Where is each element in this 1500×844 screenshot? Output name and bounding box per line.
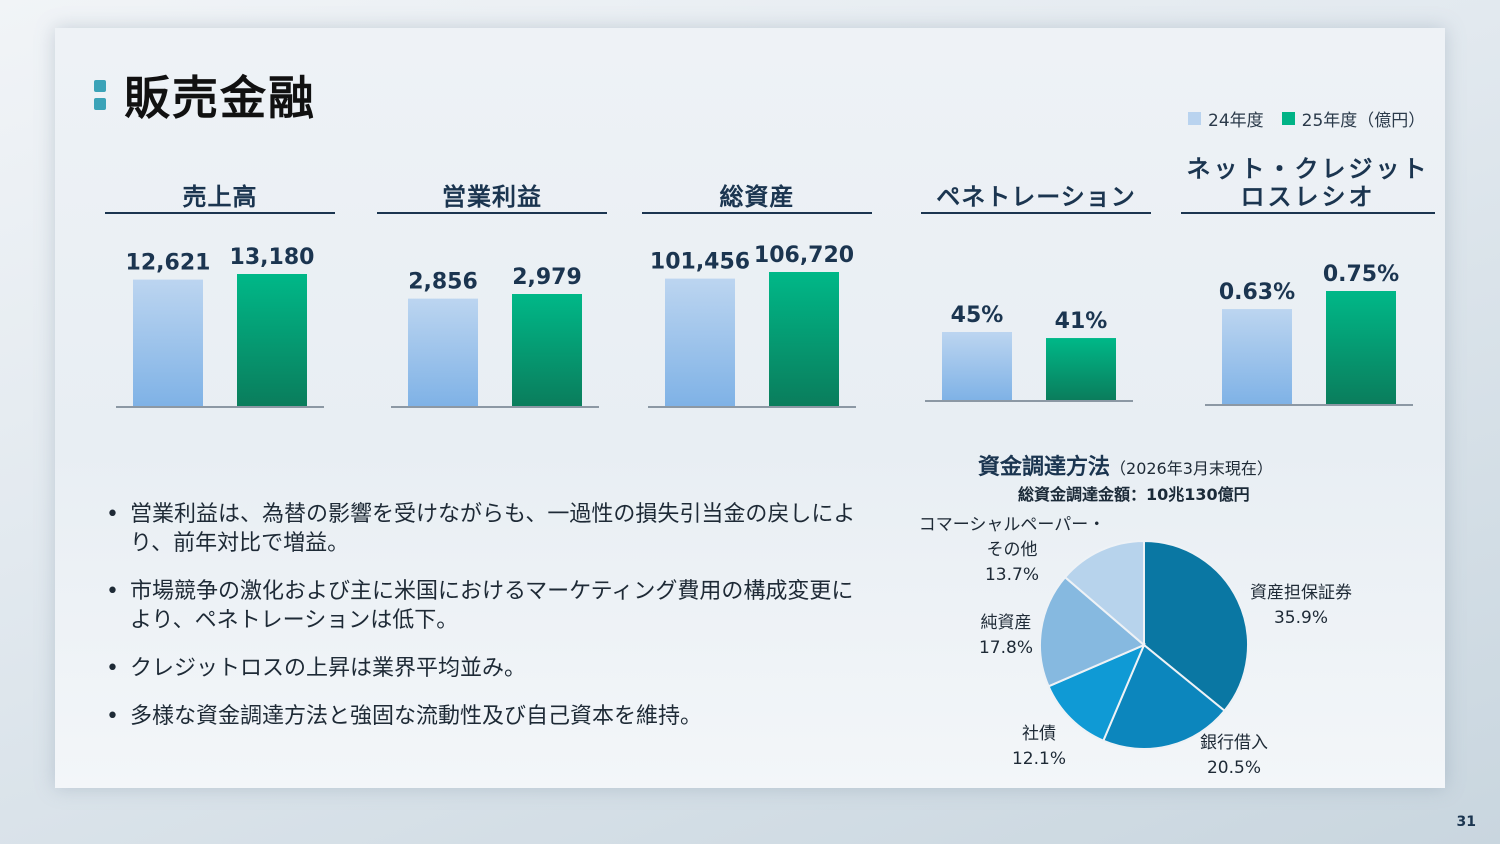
bar-fy24 — [1222, 309, 1292, 404]
summary-bullets: 営業利益は、為替の影響を受けながらも、一過性の損失引当金の戻しにより、前年対比で… — [104, 500, 864, 750]
chart-header: ロスレシオ — [1241, 183, 1376, 211]
bar-fy24 — [133, 279, 203, 406]
page-title: 販売金融 — [124, 71, 316, 125]
bar-fy25 — [1046, 338, 1116, 400]
title-marker-icon — [94, 80, 106, 110]
pie-slice-label: 銀行借入 — [1200, 733, 1268, 753]
legend-item-fy25: 25年度（億円） — [1281, 106, 1426, 131]
chart-header: ペネトレーション — [936, 183, 1136, 211]
bar-fy24 — [665, 278, 735, 406]
legend-label-fy24: 24年度 — [1208, 111, 1264, 131]
bar-value-label: 41% — [1055, 309, 1108, 334]
bar-value-label: 2,979 — [512, 265, 582, 290]
pie-slice — [1047, 643, 1146, 743]
page-title-block: 販売金融 — [94, 62, 316, 128]
pie-slice-label: その他 — [987, 540, 1038, 560]
bar-value-label: 0.63% — [1219, 280, 1295, 305]
bar-value-label: 0.75% — [1323, 262, 1399, 287]
legend-swatch-fy24 — [1188, 112, 1201, 125]
chart-header: 売上高 — [183, 183, 258, 211]
bar-chart-panel: 売上高 12,621 13,180 — [105, 183, 335, 408]
chart-header: 総資産 — [720, 183, 795, 211]
bar-chart-panel: ペネトレーション 45% 41% — [921, 183, 1151, 402]
pie-slice-label: 社債 — [1022, 724, 1056, 744]
pie-title: 資金調達方法（2026年3月末現在） — [978, 449, 1273, 481]
legend-item-fy24: 24年度 — [1188, 106, 1264, 131]
bar-fy24 — [942, 332, 1012, 400]
chart-legend: 24年度 25年度（億円） — [1188, 106, 1425, 131]
bar-fy25 — [237, 274, 307, 406]
bullet-item: クレジットロスの上昇は業界平均並み。 — [104, 654, 864, 683]
bar-value-label: 13,180 — [230, 245, 315, 270]
pie-subtitle: （2026年3月末現在） — [1110, 459, 1273, 478]
bullet-item: 多様な資金調達方法と強固な流動性及び自己資本を維持。 — [104, 702, 864, 731]
page-number: 31 — [1456, 814, 1476, 830]
bullet-item: 市場競争の激化および主に米国におけるマーケティング費用の構成変更により、ペネトレ… — [104, 577, 864, 635]
pie-slice — [1063, 539, 1145, 648]
pie-slice — [1143, 539, 1249, 713]
pie-slice-label: 資産担保証券 — [1250, 583, 1352, 603]
bar-fy25 — [512, 294, 582, 406]
pie-slice-value: 35.9% — [1274, 608, 1328, 628]
chart-header: 営業利益 — [442, 183, 542, 211]
pie-slice-label: コマーシャルペーパー・ — [919, 515, 1106, 535]
bar-value-label: 106,720 — [754, 243, 854, 268]
pie-total: 総資金調達金額：10兆130億円 — [1018, 485, 1250, 504]
bar-value-label: 2,856 — [408, 270, 478, 295]
pie-slice — [1039, 575, 1146, 688]
pie-title-main: 資金調達方法 — [978, 455, 1111, 480]
bar-chart-panel: 総資産 101,456 106,720 — [642, 183, 872, 408]
bar-chart-panel: 営業利益 2,856 2,979 — [377, 183, 607, 408]
bar-fy25 — [769, 272, 839, 406]
bullet-item: 営業利益は、為替の影響を受けながらも、一過性の損失引当金の戻しにより、前年対比で… — [104, 500, 864, 558]
legend-label-fy25: 25年度（億円） — [1301, 111, 1426, 131]
pie-slice-value: 13.7% — [985, 565, 1039, 585]
pie-slice-value: 17.8% — [979, 638, 1033, 658]
bar-fy25 — [1326, 291, 1396, 404]
pie-slice-value: 12.1% — [1012, 749, 1066, 769]
chart-header: ネット・クレジット — [1187, 155, 1430, 183]
legend-swatch-fy25 — [1281, 112, 1295, 125]
bar-fy24 — [408, 298, 478, 406]
bar-value-label: 101,456 — [650, 250, 750, 275]
pie-slice-value: 20.5% — [1207, 758, 1261, 778]
bar-value-label: 12,621 — [126, 251, 211, 276]
pie-slice-label: 純資産 — [981, 613, 1032, 633]
bar-value-label: 45% — [951, 303, 1004, 328]
